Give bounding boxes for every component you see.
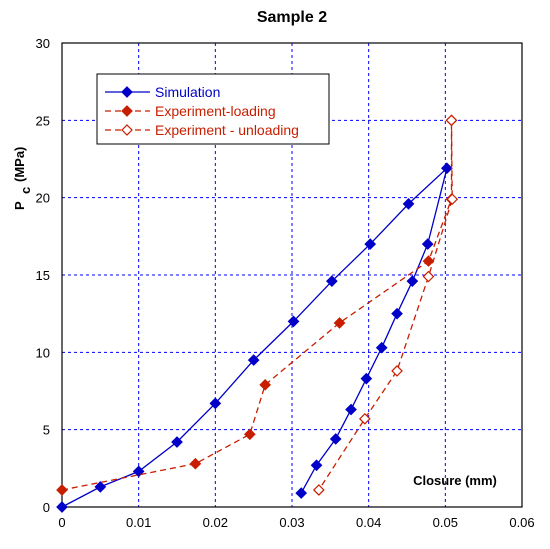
data-point — [358, 412, 371, 425]
data-point — [345, 403, 357, 416]
chart-title: Sample 2 — [257, 9, 327, 26]
x-tick-label: 0.06 — [509, 515, 534, 530]
y-axis-label-unit: (MPa) — [12, 147, 27, 182]
data-point — [259, 378, 272, 391]
plot-frame — [61, 42, 523, 508]
x-tick-label: 0.03 — [279, 515, 304, 530]
y-tick-label: 10 — [36, 345, 50, 360]
y-axis-label: P c (MPa) — [12, 147, 33, 210]
data-point — [421, 238, 434, 250]
data-point — [333, 317, 346, 329]
legend-marker — [121, 105, 133, 117]
y-tick-label: 15 — [36, 268, 50, 283]
legend-label: Simulation — [155, 84, 220, 100]
data-point — [295, 487, 308, 499]
x-axis-label: Closure (mm) — [413, 473, 497, 488]
legend: Simulation Experiment-loading Experiment -… — [96, 73, 330, 145]
data-point — [360, 372, 373, 385]
y-axis-label-symbol: P — [12, 201, 27, 210]
series-line — [318, 120, 453, 491]
legend-label: Experiment-loading — [155, 103, 276, 119]
y-axis-label-main: P — [12, 201, 27, 210]
x-tick-label: 0.01 — [126, 515, 151, 530]
data-point — [209, 397, 222, 410]
data-point — [406, 275, 419, 288]
data-point — [326, 275, 338, 288]
x-tick-label: 0.04 — [356, 515, 381, 530]
data-point — [247, 354, 260, 366]
data-point — [189, 457, 202, 470]
data-point — [402, 198, 415, 210]
data-point — [391, 307, 403, 320]
data-point — [312, 484, 325, 496]
data-point — [375, 341, 388, 354]
series-experiment-loading — [56, 114, 458, 496]
series-line — [61, 120, 453, 491]
data-point — [446, 193, 459, 206]
x-tick-label: 0.05 — [433, 515, 458, 530]
y-tick-label: 0 — [43, 500, 50, 515]
tick-labels: 0 0.01 0.02 0.03 0.04 0.05 0.06 0 5 10 15 20 25 30 — [36, 36, 535, 530]
data-point — [364, 238, 377, 250]
x-tick-label: 0 — [58, 515, 65, 530]
data-point — [171, 436, 183, 448]
series-experiment-unloading — [312, 114, 459, 496]
data-point — [441, 162, 453, 175]
y-tick-label: 5 — [43, 423, 50, 438]
y-axis-label-subscript: c — [18, 187, 33, 194]
legend-entry: Experiment - unloading — [105, 122, 299, 138]
data-point — [94, 481, 107, 493]
legend-entry: Simulation — [105, 84, 220, 100]
series-line — [61, 166, 449, 508]
legend-box — [96, 73, 330, 145]
data-point — [287, 315, 300, 328]
legend-entry: Experiment-loading — [105, 103, 276, 119]
x-tick-label: 0.02 — [203, 515, 228, 530]
data-point — [56, 501, 68, 513]
series-simulation — [56, 162, 453, 513]
series-group — [56, 114, 459, 513]
legend-label: Experiment - unloading — [155, 122, 299, 138]
data-point — [445, 114, 458, 127]
data-point — [422, 270, 435, 283]
y-tick-label: 25 — [36, 113, 50, 128]
legend-marker — [121, 86, 133, 98]
y-tick-label: 30 — [36, 36, 50, 51]
legend-marker — [121, 124, 133, 136]
data-point — [422, 255, 435, 267]
data-point — [243, 428, 256, 441]
data-point — [310, 459, 323, 472]
y-tick-label: 20 — [36, 191, 50, 206]
data-point — [329, 433, 342, 445]
data-point — [56, 484, 68, 496]
data-point — [391, 365, 403, 377]
